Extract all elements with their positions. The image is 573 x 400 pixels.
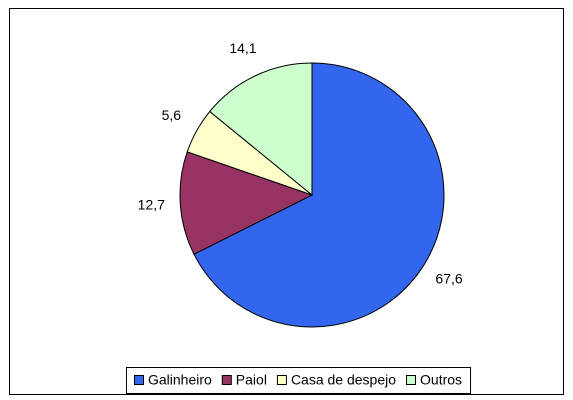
legend-label: Outros (420, 372, 462, 388)
data-label: 12,7 (138, 196, 165, 212)
pie-slice (209, 62, 313, 197)
legend-label: Galinheiro (148, 372, 212, 388)
legend-swatch (133, 375, 144, 385)
legend-swatch (276, 375, 287, 385)
legend-swatch (221, 375, 232, 385)
data-label: 5,6 (162, 107, 182, 123)
data-label: 67,6 (435, 270, 462, 286)
legend-label: Casa de despejo (291, 372, 396, 388)
legend-label: Paiol (236, 372, 267, 388)
pie-slice (193, 62, 445, 328)
legend-swatch (406, 375, 417, 385)
data-label: 14,1 (229, 40, 256, 56)
pie-slice (179, 151, 314, 255)
